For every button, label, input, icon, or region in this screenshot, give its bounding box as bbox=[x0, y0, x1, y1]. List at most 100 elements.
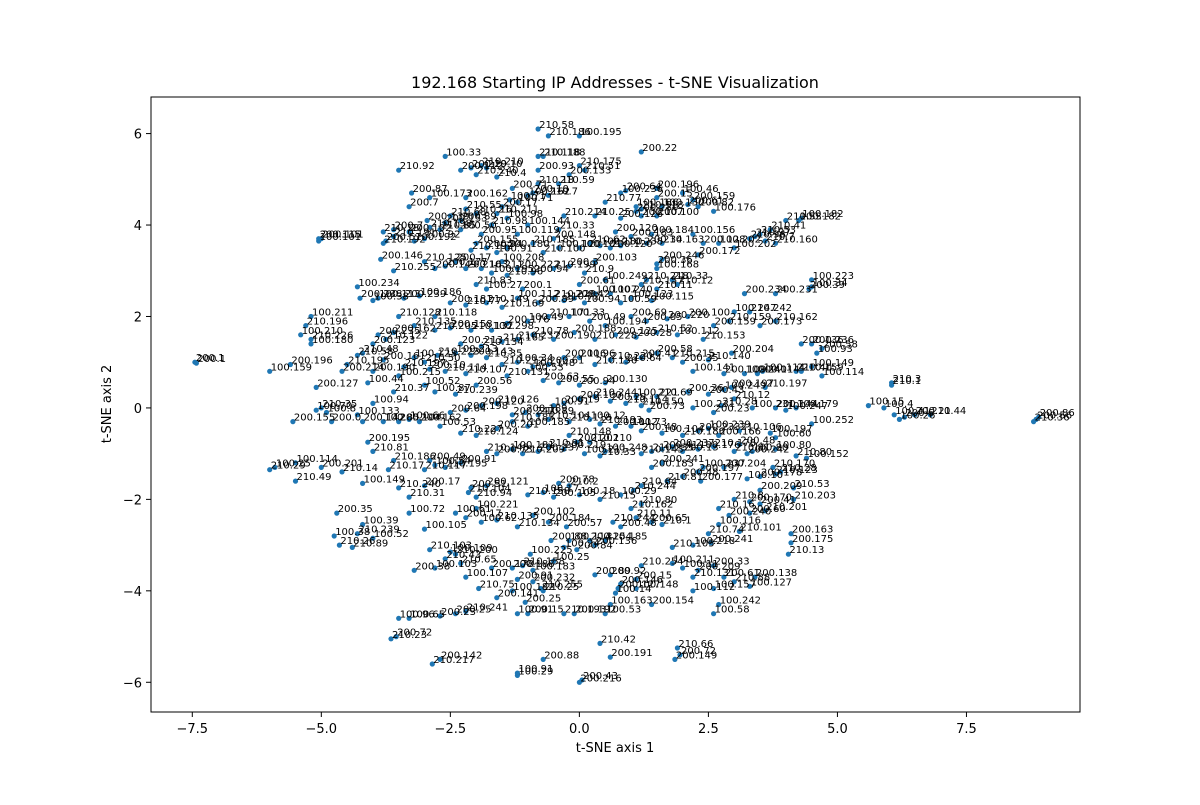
point-label: 210.118 bbox=[642, 200, 683, 211]
point-label: 200.109 bbox=[725, 365, 766, 376]
scatter-point bbox=[540, 656, 546, 663]
point-label: 200.17 bbox=[457, 253, 492, 264]
point-label: 100.157 bbox=[715, 580, 756, 591]
point-label: 200.86 bbox=[1040, 408, 1075, 419]
point-label: 210.191 bbox=[395, 228, 436, 239]
point-label: 200.21 bbox=[916, 406, 951, 417]
scatter-point bbox=[514, 295, 521, 301]
scatter-point bbox=[674, 281, 681, 288]
point-label: 210.26 bbox=[340, 536, 375, 547]
scatter-point bbox=[360, 350, 366, 356]
point-label: 100.18 bbox=[580, 486, 615, 497]
point-label: 210.255 bbox=[395, 262, 436, 273]
point-label: 100.103 bbox=[436, 559, 477, 570]
point-label: 200.93 bbox=[539, 161, 574, 172]
point-label: 210.103 bbox=[431, 541, 472, 552]
point-label: 100.182 bbox=[513, 582, 554, 593]
scatter-point bbox=[633, 585, 639, 592]
point-label: 210.9 bbox=[586, 264, 615, 275]
scatter-point bbox=[551, 236, 557, 242]
point-label: 200.125 bbox=[617, 326, 658, 337]
point-label: 100.127 bbox=[751, 577, 792, 588]
scatter-point bbox=[303, 323, 309, 329]
scatter-point bbox=[473, 432, 479, 438]
point-label: 210.203 bbox=[795, 490, 836, 501]
scatter-point bbox=[747, 583, 753, 589]
scatter-point bbox=[757, 473, 763, 480]
scatter-point bbox=[809, 341, 815, 347]
point-label: 210.162 bbox=[632, 500, 673, 511]
point-label: 200.148 bbox=[555, 230, 596, 241]
scatter-point bbox=[354, 352, 360, 358]
point-label: 200.41 bbox=[761, 495, 796, 506]
point-label: 200.84 bbox=[578, 541, 613, 552]
scatter-point bbox=[597, 453, 603, 459]
point-label: 200.222 bbox=[518, 260, 559, 271]
scatter-point bbox=[700, 240, 706, 246]
point-label: 100.104 bbox=[663, 424, 704, 435]
scatter-point bbox=[509, 185, 515, 191]
point-label: 210.77 bbox=[467, 296, 502, 307]
point-label: 200.17 bbox=[503, 198, 538, 209]
scatter-point bbox=[556, 380, 562, 386]
scatter-point bbox=[711, 208, 717, 214]
scatter-point bbox=[762, 384, 768, 390]
scatter-point bbox=[607, 654, 613, 660]
scatter-point bbox=[357, 295, 363, 301]
scatter-point bbox=[793, 453, 799, 459]
scatter-point bbox=[499, 339, 505, 345]
point-label: 200.35 bbox=[338, 504, 373, 515]
scatter-point bbox=[530, 190, 536, 196]
point-label: 100.173 bbox=[431, 189, 472, 200]
point-label: 210.131 bbox=[694, 568, 735, 579]
scatter-point bbox=[556, 480, 562, 486]
scatter-point bbox=[520, 563, 526, 569]
point-label: 200.60 bbox=[751, 504, 786, 515]
scatter-point bbox=[478, 231, 484, 237]
scatter-point bbox=[468, 165, 474, 171]
scatter-point bbox=[602, 323, 608, 329]
scatter-point bbox=[267, 467, 273, 473]
scatter-point bbox=[654, 213, 660, 219]
scatter-point bbox=[421, 359, 428, 365]
scatter-point bbox=[615, 585, 621, 592]
point-label: 200.114 bbox=[758, 365, 799, 376]
scatter-point bbox=[468, 327, 474, 333]
point-label: 200.172 bbox=[699, 246, 740, 257]
point-label: 200.1 bbox=[196, 353, 225, 364]
scatter-point bbox=[803, 455, 810, 461]
plot-frame bbox=[150, 96, 1081, 713]
scatter-point bbox=[535, 300, 541, 306]
point-label: 100.183 bbox=[534, 561, 575, 572]
point-label: 100.163 bbox=[611, 596, 652, 607]
point-label: 200.92 bbox=[611, 566, 646, 577]
point-label: 100.186 bbox=[637, 198, 678, 209]
point-label: 100.298 bbox=[493, 321, 534, 332]
point-label: 200.49 bbox=[591, 312, 626, 323]
point-label: 210.72 bbox=[565, 292, 600, 303]
scatter-point bbox=[618, 300, 624, 306]
x-tick-label: −5.0 bbox=[306, 722, 338, 737]
scatter-point bbox=[380, 229, 386, 235]
scatter-point bbox=[427, 457, 433, 464]
point-label: 200.233 bbox=[699, 422, 740, 433]
point-label: 100.53 bbox=[529, 362, 564, 373]
scatter-point bbox=[747, 309, 753, 315]
scatter-point bbox=[530, 567, 536, 573]
scatter-point bbox=[757, 487, 763, 493]
scatter-point bbox=[581, 270, 588, 276]
scatter-point bbox=[535, 153, 541, 159]
scatter-point bbox=[680, 432, 686, 438]
scatter-point bbox=[677, 652, 683, 658]
x-tick-label: −2.5 bbox=[435, 722, 467, 737]
scatter-point bbox=[618, 215, 624, 221]
point-label: 200.155 bbox=[477, 234, 518, 245]
point-label: 200.100 bbox=[580, 390, 621, 401]
point-label: 210.80 bbox=[642, 495, 677, 506]
scatter-point bbox=[726, 512, 732, 519]
scatter-point bbox=[705, 391, 712, 397]
scatter-point bbox=[623, 400, 629, 406]
scatter-point bbox=[741, 371, 748, 377]
point-label: 210.114 bbox=[446, 362, 487, 373]
point-label: 210.200 bbox=[457, 545, 498, 556]
